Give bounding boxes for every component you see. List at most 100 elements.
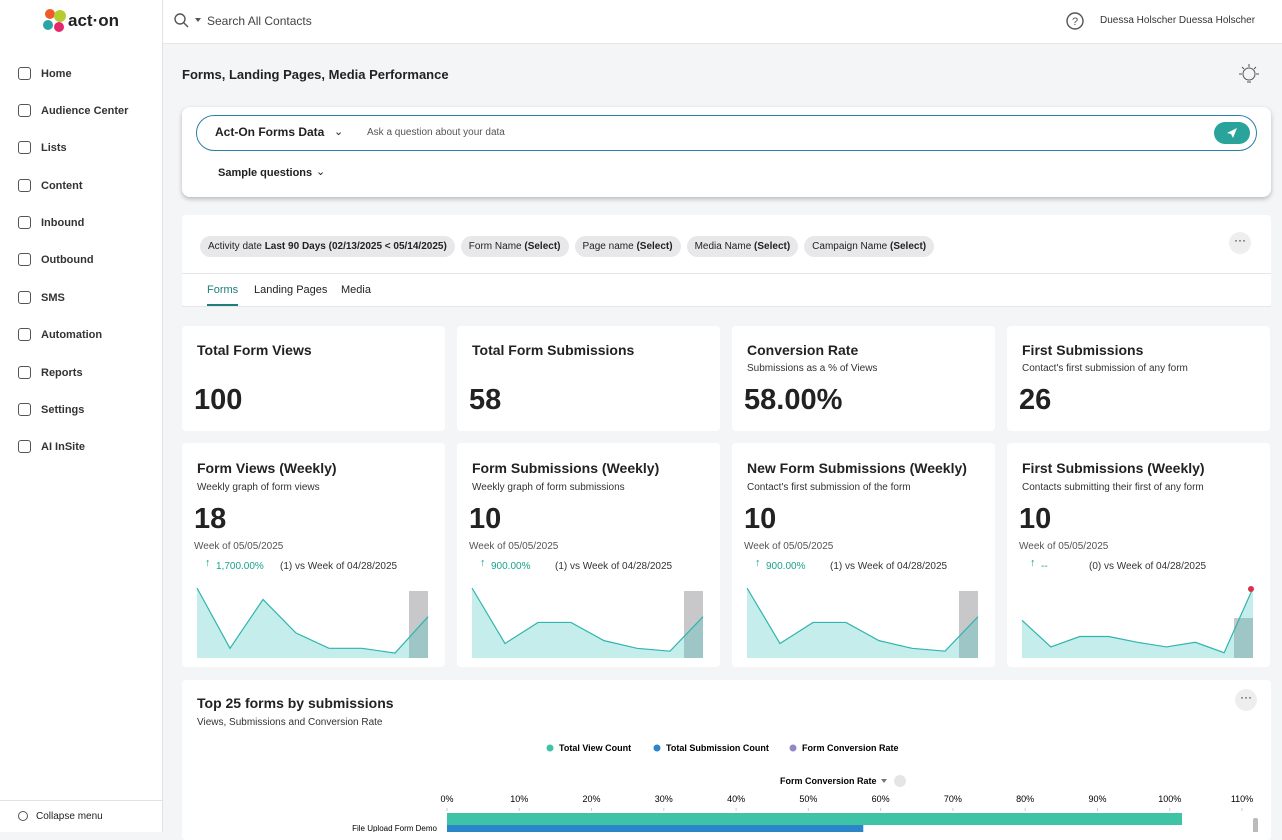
filter-value: Last 90 Days (02/13/2025 < 05/14/2025) [264, 241, 447, 252]
filter-chip[interactable]: Media Name (Select) [686, 236, 799, 257]
nav-item[interactable]: Automation [18, 328, 102, 341]
spark-line [471, 587, 704, 652]
current-week-band [409, 591, 428, 658]
comparison: (1) vs Week of 04/28/2025 [555, 561, 673, 572]
nav-item[interactable]: Outbound [18, 253, 94, 266]
page-title: Forms, Landing Pages, Media Performance [182, 67, 449, 82]
x-tick-label: 70% [944, 794, 962, 804]
sample-questions[interactable]: Sample questions [218, 167, 313, 179]
filter-panel: Activity date Last 90 Days (02/13/2025 <… [182, 215, 1271, 307]
card-value: 18 [194, 503, 227, 535]
x-tick-label: 100% [1158, 794, 1181, 804]
kpi-title: Conversion Rate [747, 342, 859, 358]
idea-icon[interactable] [1236, 62, 1262, 88]
week-label: Week of 05/05/2025 [744, 541, 834, 552]
nav-icon [18, 403, 31, 416]
legend-swatch [789, 744, 797, 752]
collapse-label: Collapse menu [36, 811, 103, 822]
nav-item[interactable]: Lists [18, 141, 67, 154]
sort-caret [881, 779, 887, 783]
logo-text: act·on [68, 11, 119, 30]
category-label: File Upload Form Demo [352, 824, 437, 832]
current-week-band [959, 591, 978, 658]
filter-value: (Select) [636, 241, 673, 252]
spark-point [1248, 586, 1254, 592]
kpi-subtitle: Contact's first submission of any form [1022, 363, 1188, 374]
ai-panel: Act-On Forms Data ⌄ Ask a question about… [182, 107, 1271, 197]
top-bar: Search All Contacts ? Duessa Holscher Du… [163, 0, 1282, 44]
tab[interactable]: Forms [207, 284, 239, 306]
send-button[interactable] [1214, 122, 1250, 144]
nav-item[interactable]: SMS [18, 291, 65, 304]
collapse-menu[interactable]: Collapse menu [18, 811, 103, 822]
card-value: 10 [469, 503, 502, 535]
spark-line [746, 587, 979, 652]
x-tick-label: 110% [1231, 794, 1253, 804]
x-tick-label: 30% [655, 794, 673, 804]
change-arrow: ↑ [1030, 557, 1036, 569]
week-label: Week of 05/05/2025 [194, 541, 284, 552]
search-input[interactable]: Search All Contacts [207, 14, 312, 28]
ai-input[interactable] [196, 115, 1257, 151]
change-value: 900.00% [491, 561, 531, 572]
filter-label: Activity date [208, 241, 262, 252]
card-subtitle: Weekly graph of form submissions [472, 482, 625, 493]
svg-text:?: ? [1072, 16, 1078, 28]
filter-chip[interactable]: Form Name (Select) [460, 236, 569, 257]
data-source[interactable]: Act-On Forms Data [215, 125, 325, 139]
spark-line [1021, 587, 1254, 654]
filter-chip[interactable]: Page name (Select) [574, 236, 681, 257]
nav-icon [18, 440, 31, 453]
nav-item[interactable]: Reports [18, 366, 83, 379]
x-tick-label: 0% [440, 794, 453, 804]
card-subtitle: Contact's first submission of the form [747, 482, 911, 493]
nav-item[interactable]: AI InSite [18, 440, 85, 453]
kpi-title: Total Form Submissions [472, 342, 635, 358]
nav-label: Automation [41, 328, 103, 341]
tab[interactable]: Landing Pages [254, 284, 328, 296]
search-icon [174, 13, 201, 28]
filter-chip[interactable]: Activity date Last 90 Days (02/13/2025 <… [200, 236, 455, 257]
kpi-card: First Submissions Contact's first submiss… [1007, 326, 1270, 431]
bar-chart: Total View Count Total Submission Count Fo… [352, 743, 1258, 832]
user-menu[interactable]: Duessa Holscher Duessa Holscher [1100, 15, 1256, 26]
filter-value: (Select) [524, 241, 561, 252]
kpi-value: 58.00% [744, 384, 843, 416]
card-value: 10 [1019, 503, 1052, 535]
nav-item[interactable]: Home [18, 67, 72, 80]
spark-area [197, 588, 428, 658]
spark-line [196, 587, 429, 654]
nav-label: Inbound [41, 216, 85, 229]
nav-item[interactable]: Inbound [18, 216, 84, 229]
bar [447, 813, 1183, 825]
week-label: Week of 05/05/2025 [1019, 541, 1109, 552]
nav-label: Content [41, 179, 83, 192]
card-value: 10 [744, 503, 777, 535]
nav-item[interactable]: Settings [18, 403, 84, 416]
chart-title: Top 25 forms by submissions [197, 695, 394, 711]
more-button[interactable]: ··· [1229, 232, 1251, 254]
sparkline [471, 587, 704, 658]
change-arrow: ↑ [480, 557, 486, 569]
kpi-value: 26 [1019, 384, 1052, 416]
nav-label: Settings [41, 403, 85, 416]
nav-item[interactable]: Content [18, 179, 83, 192]
x-tick-label: 10% [510, 794, 528, 804]
card-subtitle: Contacts submitting their first of any f… [1022, 482, 1204, 493]
filter-label: Form Name [468, 241, 522, 252]
more-button[interactable]: ··· [1235, 689, 1257, 711]
change-value: -- [1041, 561, 1048, 572]
change-arrow: ↑ [755, 557, 761, 569]
nav-icon [18, 216, 31, 229]
kpi-value: 100 [194, 384, 243, 416]
nav-label: Outbound [41, 253, 94, 266]
filter-chip[interactable]: Campaign Name (Select) [804, 236, 935, 257]
nav-icon [18, 253, 31, 266]
nav-icon [18, 179, 31, 192]
tab[interactable]: Media [341, 284, 371, 296]
nav-label: Lists [41, 141, 67, 154]
weekly-card: Form Submissions (Weekly) Weekly graph of… [457, 443, 720, 667]
nav-item[interactable]: Audience Center [18, 104, 128, 117]
sparkline [196, 587, 429, 658]
help-icon[interactable]: ? [1065, 11, 1085, 31]
